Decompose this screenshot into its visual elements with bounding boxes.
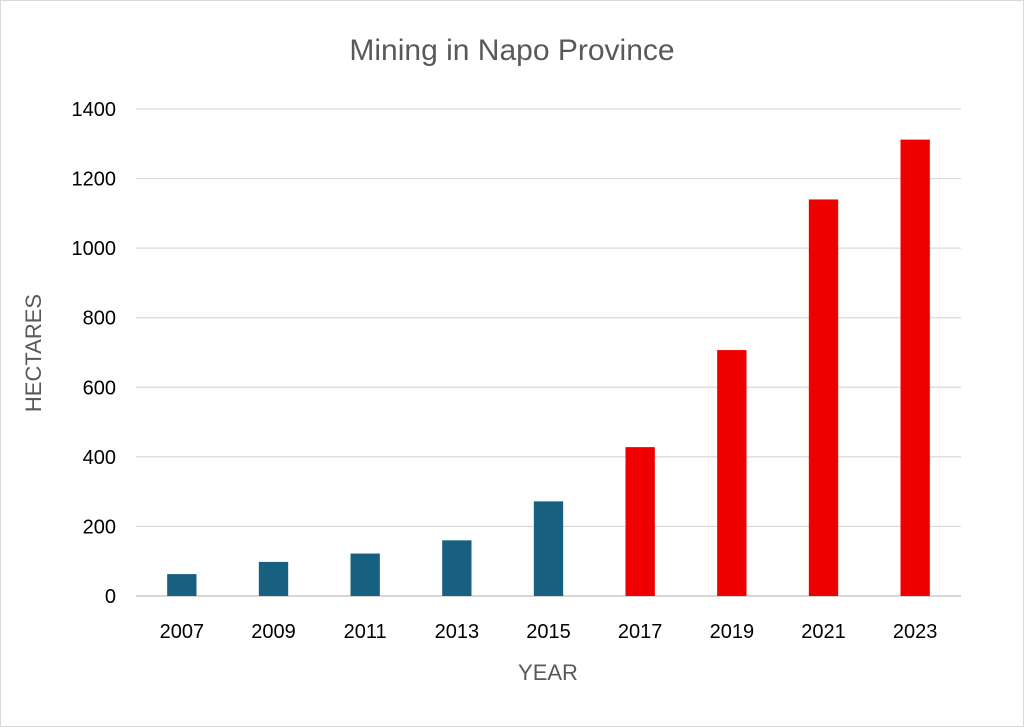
y-tick-label: 400 [83, 447, 116, 469]
bar-2007 [167, 574, 197, 596]
bar-2021 [808, 199, 839, 596]
bar-2017 [625, 447, 655, 596]
x-tick-label: 2015 [526, 621, 571, 643]
y-tick-label: 200 [83, 516, 116, 538]
y-tick-label: 800 [83, 308, 116, 330]
y-tick-label: 1400 [72, 99, 117, 121]
x-tick-label: 2013 [435, 621, 480, 643]
x-tick-label: 2011 [344, 621, 387, 643]
bar-2015 [533, 501, 564, 596]
y-tick-label: 1000 [72, 238, 117, 260]
x-tick-label: 2021 [801, 621, 846, 643]
x-tick-label: 2019 [710, 621, 755, 643]
x-axis-ticks: 2007 2009 2011 2013 2015 2017 2019 2021 2023 [160, 621, 938, 643]
y-axis-title: HECTARES [21, 294, 46, 412]
bar-2023 [900, 139, 930, 596]
bar-2019 [717, 350, 747, 596]
bar-2013 [442, 540, 472, 596]
y-tick-label: 1200 [72, 169, 117, 191]
bars [167, 139, 930, 596]
x-tick-label: 2017 [618, 621, 663, 643]
x-tick-label: 2023 [893, 621, 938, 643]
bar-2011 [350, 553, 380, 596]
x-tick-label: 2009 [251, 621, 296, 643]
y-tick-label: 600 [83, 377, 116, 399]
y-axis-ticks: 0 200 400 600 800 1000 1200 1400 [72, 99, 117, 608]
chart-title: Mining in Napo Province [349, 34, 674, 67]
x-tick-label: 2007 [160, 621, 205, 643]
bar-2009 [258, 561, 289, 596]
x-axis-title: YEAR [518, 660, 578, 685]
y-tick-label: 0 [105, 586, 116, 608]
